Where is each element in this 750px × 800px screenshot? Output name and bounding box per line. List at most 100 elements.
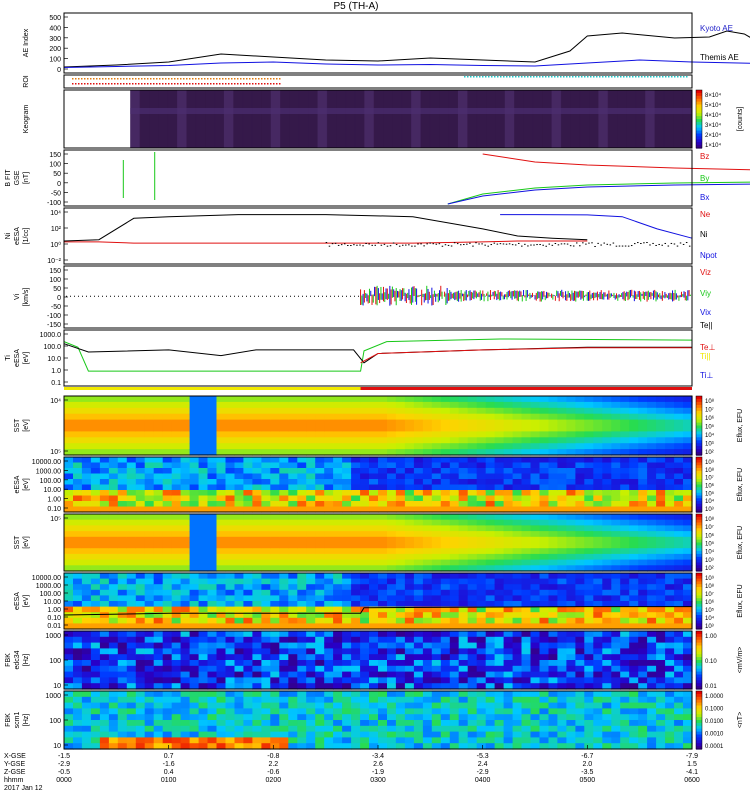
heat-cell xyxy=(584,623,594,630)
heat-cell xyxy=(369,468,379,475)
heat-cell xyxy=(279,617,289,624)
heat-cell xyxy=(404,612,415,619)
heat-cell xyxy=(611,559,621,566)
heat-cell xyxy=(207,501,218,508)
heat-cell xyxy=(494,407,505,415)
heat-cell xyxy=(180,702,191,709)
colorbar-cell xyxy=(696,498,702,502)
heat-cell xyxy=(467,425,478,432)
heat-cell xyxy=(198,501,209,508)
colorbar-tick-label: 10⁶ xyxy=(705,532,715,539)
heat-cell xyxy=(189,708,200,715)
heat-cell xyxy=(162,479,173,486)
heat-cell xyxy=(135,683,146,690)
heat-cell xyxy=(261,654,271,661)
heat-cell xyxy=(413,696,424,704)
heat-cell xyxy=(252,654,262,661)
heat-cell xyxy=(189,702,200,709)
heat-cell xyxy=(324,731,334,738)
heat-cell xyxy=(324,665,334,673)
heat-cell xyxy=(404,419,415,427)
heat-cell xyxy=(503,612,514,619)
roi-dot xyxy=(141,78,143,80)
heat-cell xyxy=(81,691,92,698)
heat-cell xyxy=(665,642,675,649)
heat-cell xyxy=(683,595,693,602)
heat-cell xyxy=(90,731,101,738)
heat-cell xyxy=(315,636,325,644)
heat-cell xyxy=(387,519,397,526)
heat-cell xyxy=(342,642,352,649)
colorbar-label: Eflux, EFU xyxy=(737,409,744,442)
heat-cell xyxy=(647,401,657,409)
heat-cell xyxy=(99,484,110,491)
heat-cell xyxy=(171,589,182,596)
heat-cell xyxy=(216,714,227,721)
heat-cell xyxy=(225,606,236,613)
heat-cell xyxy=(360,696,370,704)
heat-cell xyxy=(351,612,361,619)
heat-cell xyxy=(422,425,433,432)
heat-cell xyxy=(369,573,379,580)
colorbar-cell xyxy=(696,536,702,541)
heat-cell xyxy=(530,606,541,613)
heat-cell xyxy=(611,525,621,532)
zero-dot xyxy=(94,295,95,297)
heat-cell xyxy=(440,536,451,544)
heat-cell xyxy=(647,519,657,526)
heat-cell xyxy=(108,484,119,491)
heat-cell xyxy=(315,631,325,638)
noise xyxy=(588,242,590,244)
heat-cell xyxy=(252,737,262,744)
heat-cell xyxy=(494,419,505,427)
zero-dot xyxy=(90,295,91,297)
colorbar-cell xyxy=(696,124,702,129)
heat-cell xyxy=(117,714,128,721)
heat-cell xyxy=(674,473,684,480)
heat-cell xyxy=(665,553,675,561)
noise xyxy=(688,245,691,247)
noise xyxy=(496,243,499,245)
heat-cell xyxy=(458,595,469,602)
heat-cell xyxy=(431,443,442,450)
colorbar-cell xyxy=(696,487,702,491)
heat-cell xyxy=(306,506,316,513)
heat-cell xyxy=(162,720,173,727)
colorbar-cell xyxy=(696,578,702,582)
heat-cell xyxy=(333,631,343,638)
heat-cell xyxy=(611,660,621,667)
heat-cell xyxy=(566,449,576,456)
heat-cell xyxy=(189,495,200,502)
heat-cell xyxy=(315,623,325,630)
heat-cell xyxy=(674,449,684,456)
heat-cell xyxy=(521,677,532,684)
heat-cell xyxy=(333,536,343,544)
heat-cell xyxy=(342,708,352,715)
heat-cell xyxy=(342,606,352,613)
heat-cell xyxy=(530,553,541,561)
heat-cell xyxy=(171,396,182,403)
heat-cell xyxy=(539,519,550,526)
heat-cell xyxy=(629,479,639,486)
heat-cell xyxy=(638,612,648,619)
heat-cell xyxy=(404,525,415,532)
heat-cell xyxy=(315,617,325,624)
heat-cell xyxy=(683,665,693,673)
keogram-strip xyxy=(523,90,534,148)
heat-cell xyxy=(360,743,370,750)
heat-cell xyxy=(279,648,289,655)
heat-cell xyxy=(189,714,200,721)
heat-cell xyxy=(575,490,585,497)
noise xyxy=(676,245,679,247)
heat-cell xyxy=(449,479,460,486)
y-axis-label: [nT] xyxy=(23,172,30,184)
heat-cell xyxy=(674,396,684,403)
noise xyxy=(466,243,468,245)
heat-cell xyxy=(225,578,236,585)
colorbar-cell xyxy=(696,519,702,524)
heat-cell xyxy=(198,479,209,486)
colorbar-tick-label: 10⁵ xyxy=(705,424,715,431)
heat-cell xyxy=(189,648,200,655)
heat-cell xyxy=(324,525,334,532)
heat-cell xyxy=(503,553,514,561)
